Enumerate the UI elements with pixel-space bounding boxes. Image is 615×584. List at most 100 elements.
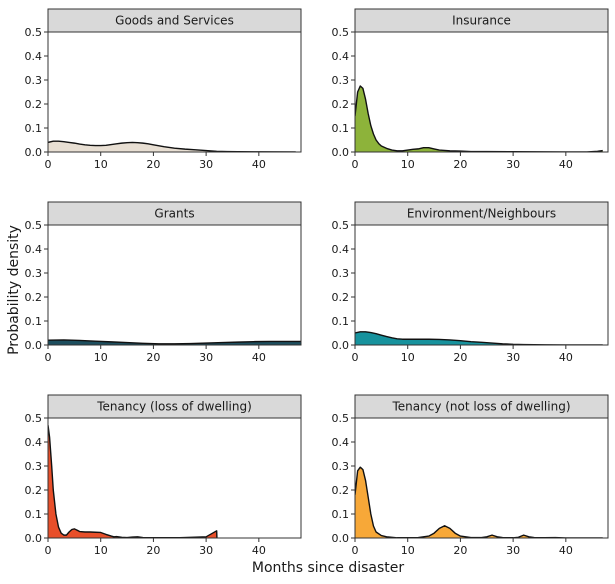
x-axis-title: Months since disaster [252, 560, 404, 576]
x-tick-label: 10 [94, 544, 108, 557]
y-tick-label: 0.1 [332, 508, 350, 521]
x-tick-label: 10 [94, 158, 108, 171]
panel-border [354, 224, 609, 346]
x-tick-label: 0 [45, 158, 52, 171]
y-tick-label: 0.3 [25, 460, 43, 473]
x-tick-label: 30 [199, 351, 213, 364]
y-tick-label: 0.4 [25, 50, 43, 63]
x-tick-label: 20 [453, 351, 467, 364]
plot-background [355, 225, 608, 345]
x-tick-label: 20 [453, 158, 467, 171]
density-line [48, 140, 296, 152]
panel-border [354, 31, 609, 153]
density-line [355, 331, 603, 345]
density-line [48, 425, 218, 538]
y-tick-label: 0.5 [25, 219, 43, 232]
y-tick-label: 0.3 [25, 267, 43, 280]
y-tick-label: 0.1 [25, 508, 43, 521]
panel-border [354, 417, 609, 539]
x-tick-label: 20 [146, 158, 160, 171]
density-line [355, 466, 603, 538]
x-tick-label: 10 [401, 351, 415, 364]
density-area [48, 339, 301, 345]
x-tick-label: 20 [146, 544, 160, 557]
plot-background [48, 418, 301, 538]
density-line [48, 339, 301, 345]
y-tick-label: 0.4 [25, 243, 43, 256]
x-tick-label: 0 [352, 158, 359, 171]
facet-title: Environment/Neighbours [407, 207, 556, 221]
x-tick-label: 10 [401, 544, 415, 557]
x-tick-label: 0 [352, 544, 359, 557]
facet-panel: Tenancy (loss of dwelling) 0.0 0.1 0.2 0.3 0.… [25, 394, 302, 557]
x-tick-label: 40 [559, 544, 573, 557]
facet-title: Goods and Services [115, 14, 234, 28]
x-tick-label: 30 [506, 544, 520, 557]
y-tick-label: 0.1 [332, 315, 350, 328]
y-tick-label: 0.2 [332, 291, 350, 304]
y-tick-label: 0.5 [332, 26, 350, 39]
y-tick-label: 0.0 [332, 339, 350, 352]
plot-background [355, 32, 608, 152]
y-tick-label: 0.0 [332, 532, 350, 545]
y-tick-label: 0.2 [25, 291, 43, 304]
x-tick-label: 30 [506, 158, 520, 171]
y-tick-label: 0.4 [25, 436, 43, 449]
facet-panel: Insurance 0.0 0.1 0.2 0.3 0.4 0.5 0 10 20 30 40 [332, 8, 609, 171]
y-tick-label: 0.5 [25, 412, 43, 425]
facet-title: Insurance [452, 14, 511, 28]
x-tick-label: 10 [94, 351, 108, 364]
x-tick-label: 20 [146, 351, 160, 364]
panel-border [47, 31, 302, 153]
x-tick-label: 0 [45, 544, 52, 557]
x-tick-label: 30 [199, 544, 213, 557]
y-tick-label: 0.1 [332, 122, 350, 135]
y-tick-label: 0.1 [25, 315, 43, 328]
facet-title: Tenancy (loss of dwelling) [96, 400, 252, 414]
y-tick-label: 0.2 [332, 98, 350, 111]
y-tick-label: 0.2 [25, 484, 43, 497]
plot-background [48, 225, 301, 345]
x-tick-label: 40 [252, 158, 266, 171]
x-tick-label: 0 [352, 351, 359, 364]
y-tick-label: 0.3 [25, 74, 43, 87]
x-tick-label: 20 [453, 544, 467, 557]
y-tick-label: 0.4 [332, 436, 350, 449]
y-tick-label: 0.0 [332, 146, 350, 159]
y-tick-label: 0.1 [25, 122, 43, 135]
plot-background [48, 32, 301, 152]
plot-background [355, 418, 608, 538]
x-tick-label: 40 [252, 351, 266, 364]
facet-panel: Goods and Services 0.0 0.1 0.2 0.3 0.4 0.5 0 10 2… [25, 8, 302, 171]
y-tick-label: 0.2 [332, 484, 350, 497]
density-area [48, 141, 296, 152]
facet-panel: Grants 0.0 0.1 0.2 0.3 0.4 0.5 0 10 20 30 40 [25, 201, 302, 364]
y-tick-label: 0.3 [332, 74, 350, 87]
y-axis-title: Probability density [6, 225, 22, 355]
panel-border [47, 224, 302, 346]
facet-panel: Environment/Neighbours 0.0 0.1 0.2 0.3 0.4 0.5… [332, 201, 609, 364]
x-tick-label: 40 [252, 544, 266, 557]
y-tick-label: 0.2 [25, 98, 43, 111]
panels-layer: Goods and Services 0.0 0.1 0.2 0.3 0.4 0.5 0 10 2… [25, 8, 609, 557]
x-tick-label: 30 [199, 158, 213, 171]
y-tick-label: 0.5 [332, 412, 350, 425]
y-tick-label: 0.4 [332, 243, 350, 256]
x-tick-label: 30 [506, 351, 520, 364]
panel-border [47, 417, 302, 539]
y-tick-label: 0.5 [25, 26, 43, 39]
x-tick-label: 40 [559, 351, 573, 364]
facet-title: Grants [154, 207, 194, 221]
y-tick-label: 0.3 [332, 460, 350, 473]
y-tick-label: 0.4 [332, 50, 350, 63]
y-tick-label: 0.5 [332, 219, 350, 232]
facet-title: Tenancy (not loss of dwelling) [392, 400, 571, 414]
x-tick-label: 10 [401, 158, 415, 171]
x-tick-label: 40 [559, 158, 573, 171]
facet-panel: Tenancy (not loss of dwelling) 0.0 0.1 0.2 0… [332, 394, 609, 557]
y-tick-label: 0.0 [25, 339, 43, 352]
y-tick-label: 0.3 [332, 267, 350, 280]
y-tick-label: 0.0 [25, 146, 43, 159]
y-tick-label: 0.0 [25, 532, 43, 545]
